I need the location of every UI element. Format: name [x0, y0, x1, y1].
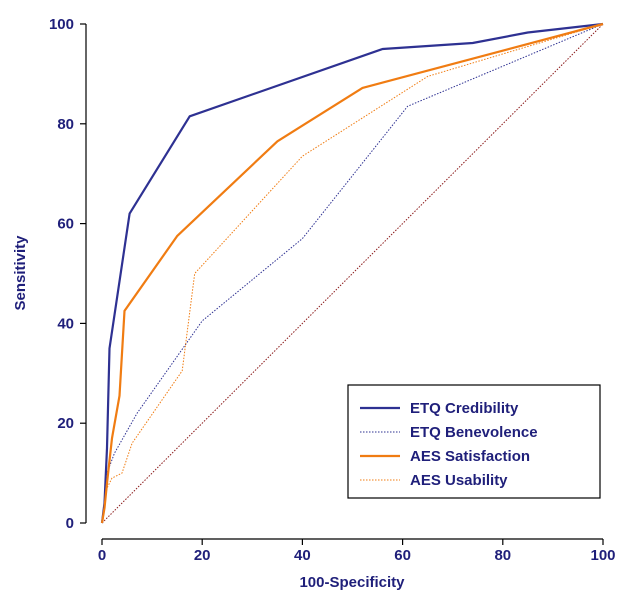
- x-ticks: 0 20 40 60 80 100: [98, 539, 616, 564]
- legend-label-aes-satisfaction: AES Satisfaction: [410, 448, 530, 465]
- y-axis-label: Sensitivity: [12, 235, 29, 311]
- series-line-etq-credibility: [100, 22, 604, 524]
- x-tick-label: 0: [98, 547, 106, 564]
- y-tick-label: 0: [66, 515, 74, 532]
- legend-label-etq-credibility: ETQ Credibility: [410, 400, 519, 417]
- x-tick-label: 100: [590, 547, 615, 564]
- y-tick-label: 80: [57, 116, 74, 133]
- series-line-aes-satisfaction: [100, 22, 604, 524]
- y-tick-label: 100: [49, 16, 74, 33]
- y-tick-label: 20: [57, 415, 74, 432]
- diagonal-reference-line: [101, 23, 604, 524]
- legend-label-etq-benevolence: ETQ Benevolence: [410, 424, 538, 441]
- y-tick-label: 40: [57, 315, 74, 332]
- x-tick-label: 40: [294, 547, 311, 564]
- legend: ETQ Credibility ETQ Benevolence AES Satisf…: [347, 384, 601, 499]
- x-tick-label: 80: [494, 547, 511, 564]
- x-axis-label: 100-Specificity: [299, 574, 405, 591]
- y-tick-label: 60: [57, 216, 74, 233]
- series-line-aes-usability: [101, 23, 604, 524]
- axes: [85, 24, 603, 540]
- x-tick-label: 60: [394, 547, 411, 564]
- legend-label-aes-usability: AES Usability: [410, 472, 508, 489]
- legend-box: [347, 384, 601, 499]
- y-ticks: 0 20 40 60 80 100: [49, 16, 86, 532]
- series-line-etq-benevolence: [101, 23, 604, 524]
- plot-area: [100, 22, 604, 524]
- x-tick-label: 20: [194, 547, 211, 564]
- legend-items: ETQ Credibility ETQ Benevolence AES Satisf…: [360, 400, 538, 489]
